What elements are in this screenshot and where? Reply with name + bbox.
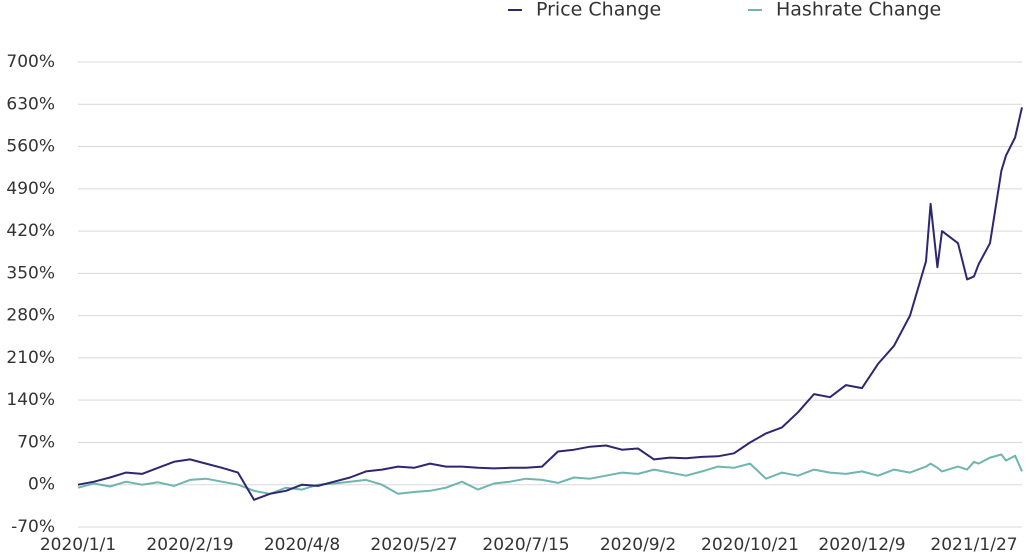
x-tick-label: 2021/1/27: [930, 535, 1017, 555]
y-tick-label: 210%: [6, 348, 55, 368]
x-tick-label: 2020/5/27: [370, 535, 457, 555]
y-tick-label: 420%: [6, 221, 55, 241]
x-tick-label: 2020/9/2: [600, 535, 676, 555]
y-tick-label: -70%: [11, 517, 55, 537]
x-tick-label: 2020/1/1: [40, 535, 116, 555]
y-tick-label: 140%: [6, 390, 55, 410]
y-tick-label: 280%: [6, 306, 55, 326]
x-tick-label: 2020/7/15: [482, 535, 569, 555]
y-tick-label: 350%: [6, 263, 55, 283]
x-tick-label: 2020/10/21: [701, 535, 799, 555]
legend-label: Price Change: [536, 0, 661, 21]
y-tick-label: 0%: [28, 475, 55, 495]
y-tick-label: 630%: [6, 94, 55, 114]
x-tick-label: 2020/2/19: [146, 535, 233, 555]
y-tick-label: 560%: [6, 137, 55, 157]
y-tick-label: 490%: [6, 179, 55, 199]
x-tick-label: 2020/12/9: [818, 535, 905, 555]
line-series: [77, 107, 1023, 501]
legend-label: Hashrate Change: [776, 0, 941, 21]
y-tick-label: 700%: [6, 52, 55, 72]
x-tick-label: 2020/4/8: [264, 535, 340, 555]
y-tick-label: 70%: [17, 432, 55, 452]
line-series: [77, 453, 1023, 495]
